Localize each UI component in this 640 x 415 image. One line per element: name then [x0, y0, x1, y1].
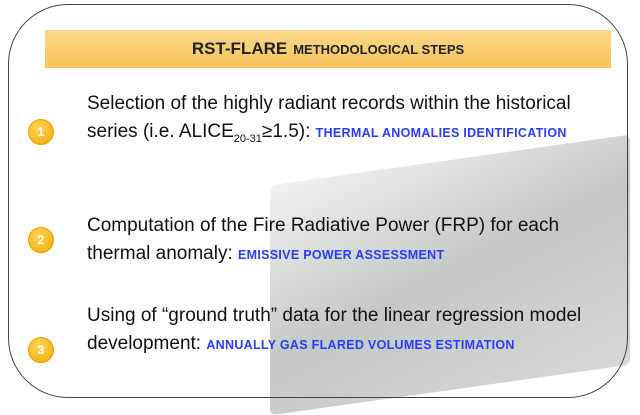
step-text: Using of “ground truth” data for the lin… — [87, 302, 622, 359]
step-highlight: THERMAL ANOMALIES IDENTIFICATION — [316, 126, 567, 140]
step-highlight: ANNUALLY GAS FLARED VOLUMES ESTIMATION — [206, 338, 514, 352]
header: RST-FLARE METHODOLOGICAL STEPS — [45, 30, 611, 68]
header-title-main: RST-FLARE — [192, 39, 287, 59]
step-highlight: EMISSIVE POWER ASSESSMENT — [238, 248, 444, 262]
step-body-after: ≥1.5): — [262, 121, 310, 142]
step-text: Computation of the Fire Radiative Power … — [87, 212, 587, 269]
header-title-rest: METHODOLOGICAL STEPS — [293, 42, 464, 57]
step-subscript: 20-31 — [234, 133, 262, 145]
step-number: 3 — [28, 337, 54, 363]
step-text: Selection of the highly radiant records … — [87, 90, 622, 153]
step-number: 2 — [28, 227, 54, 253]
step-number: 1 — [28, 119, 54, 145]
page: RST-FLARE METHODOLOGICAL STEPS 1 Selecti… — [0, 0, 640, 404]
